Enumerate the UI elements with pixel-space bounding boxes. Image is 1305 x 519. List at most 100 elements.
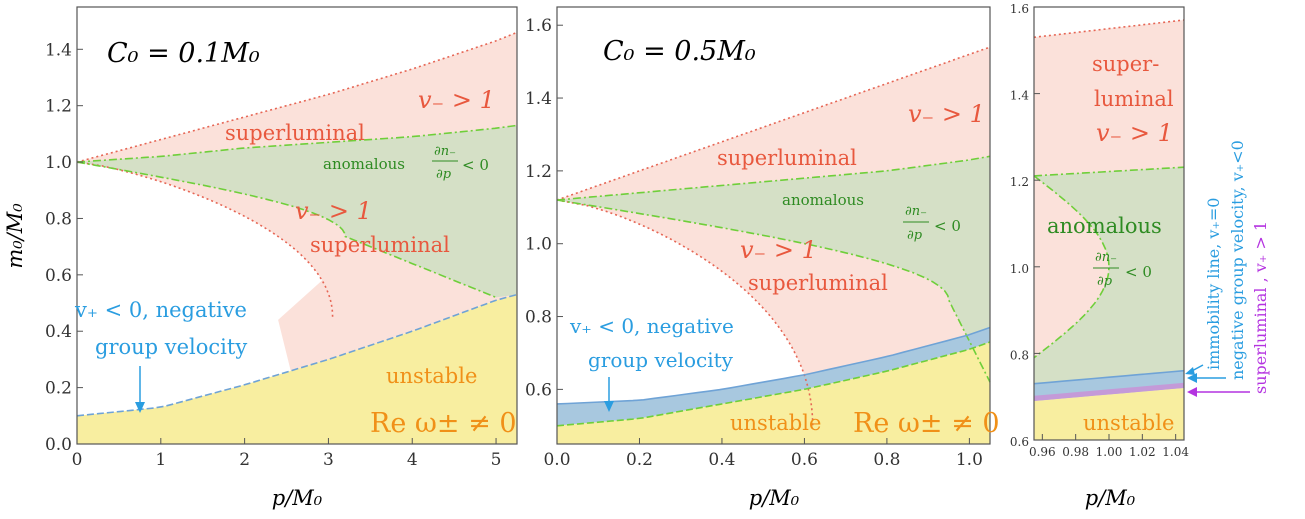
panel-b-negative-velocity-boundary bbox=[556, 326, 991, 405]
superluminal-arrow-icon bbox=[1187, 387, 1197, 397]
side-superluminal-label: superluminal , v₊ > 1 bbox=[1251, 221, 1270, 394]
panel-a-superluminal-mid: superluminal bbox=[310, 233, 450, 257]
immobility-arrow-icon bbox=[1185, 367, 1195, 375]
side-negative-label: negative group velocity, v₊<0 bbox=[1228, 140, 1247, 380]
panel-c-xlabel: p/M₀ bbox=[1085, 486, 1136, 510]
x-tick-label: 2 bbox=[239, 450, 250, 470]
y-tick-label: 1.4 bbox=[1010, 89, 1029, 103]
panel-c-anomalous-region bbox=[1034, 167, 1184, 402]
panel-b-negative-velocity-line2: group velocity bbox=[588, 348, 734, 372]
y-tick-label: 0.2 bbox=[45, 379, 72, 399]
panel-c: 0.96 0.98 1.00 1.02 1.04 0.6 0.8 1.0 1.2 1.4 1.6 s… bbox=[1010, 2, 1270, 510]
y-tick-label: 1.0 bbox=[45, 153, 72, 173]
panel-c-superluminal-boundary bbox=[1033, 19, 1185, 39]
panel-c-dn-relation: < 0 bbox=[1125, 263, 1152, 281]
panel-a-negative-velocity-line1: v₊ < 0, negative bbox=[74, 298, 247, 322]
panel-a: 0 1 2 3 4 5 0.0 0.2 0.4 0.6 0.8 1.0 1.2 1.4 C₀ = 0.1M… bbox=[3, 6, 518, 510]
panel-b-unstable-region bbox=[557, 342, 990, 444]
x-tick-label: 0.6 bbox=[791, 450, 818, 470]
panel-b-negative-velocity-region bbox=[557, 327, 990, 426]
panel-b-vminus-top: v₋ > 1 bbox=[908, 100, 985, 128]
panel-a-arrow-down-icon bbox=[135, 402, 145, 413]
panel-b-vminus-mid: v₋ > 1 bbox=[740, 236, 817, 264]
panel-a-vminus-mid: v₋ > 1 bbox=[295, 197, 372, 225]
panel-b-dn-relation: < 0 bbox=[934, 217, 961, 235]
y-tick-label: 1.4 bbox=[525, 89, 552, 109]
panel-b-frame bbox=[556, 6, 991, 445]
panel-a-ylabel: m₀/M₀ bbox=[3, 203, 27, 269]
y-tick-label: 0.8 bbox=[1010, 348, 1029, 362]
panel-c-luminal-label: luminal bbox=[1094, 87, 1174, 111]
y-tick-label: 1.2 bbox=[45, 97, 72, 117]
panel-a-unstable-label: unstable bbox=[386, 364, 477, 388]
panel-c-unstable-region bbox=[1034, 388, 1184, 440]
panel-a-re-omega: Re ω± ≠ 0 bbox=[370, 408, 517, 439]
x-tick-label: 0.96 bbox=[1029, 445, 1056, 459]
panel-b: 0.0 0.2 0.4 0.6 0.8 1.0 0.6 0.8 1.0 1.2 1.4 1.6 C₀ … bbox=[525, 6, 1000, 510]
y-tick-label: 0.6 bbox=[45, 266, 72, 286]
panel-b-superluminal-mid: superluminal bbox=[748, 271, 888, 295]
panel-b-axes: 0.0 0.2 0.4 0.6 0.8 1.0 0.6 0.8 1.0 1.2 1.4 1.6 bbox=[525, 16, 983, 470]
panel-c-negative-velocity-boundary bbox=[1033, 369, 1185, 385]
panel-c-superluminal-plus-band bbox=[1034, 382, 1184, 401]
panel-a-regions bbox=[76, 31, 518, 444]
panel-b-anomalous-label: anomalous bbox=[782, 191, 864, 209]
panel-a-anomalous-region bbox=[77, 125, 517, 298]
panel-a-anomalous-boundary bbox=[76, 124, 518, 299]
y-tick-label: 0.4 bbox=[45, 322, 72, 342]
x-tick-label: 0 bbox=[72, 450, 83, 470]
panel-a-vminus-top: v₋ > 1 bbox=[418, 86, 495, 114]
x-tick-label: 3 bbox=[323, 450, 334, 470]
panel-b-negative-velocity-line1: v₊ < 0, negative bbox=[569, 314, 734, 338]
panel-c-unstable-label: unstable bbox=[1083, 411, 1174, 435]
x-tick-label: 1.00 bbox=[1096, 445, 1123, 459]
y-tick-label: 1.6 bbox=[525, 16, 552, 36]
panel-c-anomalous-label: anomalous bbox=[1047, 214, 1162, 238]
y-tick-label: 0.0 bbox=[45, 435, 72, 455]
x-tick-label: 1.02 bbox=[1129, 445, 1156, 459]
x-tick-label: 0.0 bbox=[543, 450, 570, 470]
x-tick-label: 1.0 bbox=[956, 450, 983, 470]
y-tick-label: 1.6 bbox=[1010, 2, 1029, 16]
panel-c-regions bbox=[1033, 19, 1185, 440]
panel-a-dn-denominator: ∂p bbox=[436, 167, 452, 182]
panel-a-superluminal-top: superluminal bbox=[225, 121, 365, 145]
panel-b-anomalous-boundary bbox=[556, 155, 991, 383]
side-immobility-label: immobility line, v₊=0 bbox=[1204, 198, 1223, 371]
x-tick-label: 1 bbox=[155, 450, 166, 470]
x-tick-label: 0.4 bbox=[708, 450, 735, 470]
y-tick-label: 1.0 bbox=[1010, 262, 1029, 276]
panel-a-superluminal-boundary bbox=[76, 31, 518, 318]
panel-b-arrow-down-icon bbox=[604, 401, 614, 412]
panel-a-dn-numerator: ∂n₋ bbox=[434, 144, 456, 159]
x-tick-label: 0.8 bbox=[873, 450, 900, 470]
x-tick-label: 5 bbox=[491, 450, 502, 470]
panel-b-regions bbox=[556, 46, 991, 444]
panel-a-frame bbox=[76, 6, 518, 445]
panel-c-dn-numerator: ∂n₋ bbox=[1095, 250, 1117, 265]
panel-a-title: C₀ = 0.1M₀ bbox=[107, 38, 260, 69]
x-tick-label: 4 bbox=[407, 450, 418, 470]
panel-b-dn-numerator: ∂n₋ bbox=[905, 204, 927, 219]
panel-b-dn-denominator: ∂p bbox=[907, 228, 923, 243]
panel-a-axes: 0 1 2 3 4 5 0.0 0.2 0.4 0.6 0.8 1.0 1.2 1.4 bbox=[45, 40, 502, 470]
x-tick-label: 0.2 bbox=[626, 450, 653, 470]
panel-b-anomalous-region bbox=[557, 156, 990, 383]
x-tick-label: 1.04 bbox=[1162, 445, 1189, 459]
panel-c-vminus: v₋ > 1 bbox=[1096, 119, 1173, 147]
y-tick-label: 1.0 bbox=[525, 235, 552, 255]
x-tick-label: 0.98 bbox=[1062, 445, 1089, 459]
panel-b-re-omega: Re ω± ≠ 0 bbox=[853, 408, 1000, 439]
panel-c-anomalous-boundary bbox=[1033, 166, 1185, 359]
panel-a-unstable-boundary bbox=[76, 293, 518, 417]
negative-arrow-icon bbox=[1187, 373, 1197, 383]
y-tick-label: 0.8 bbox=[45, 209, 72, 229]
y-tick-label: 0.6 bbox=[525, 380, 552, 400]
panel-b-title: C₀ = 0.5M₀ bbox=[603, 36, 756, 67]
y-tick-label: 0.8 bbox=[525, 308, 552, 328]
panel-b-unstable-label: unstable bbox=[730, 411, 821, 435]
panel-a-dn-relation: < 0 bbox=[462, 156, 489, 174]
panel-c-axes: 0.96 0.98 1.00 1.02 1.04 0.6 0.8 1.0 1.2 1.4 1.6 bbox=[1010, 2, 1189, 459]
y-tick-label: 1.4 bbox=[45, 40, 72, 60]
